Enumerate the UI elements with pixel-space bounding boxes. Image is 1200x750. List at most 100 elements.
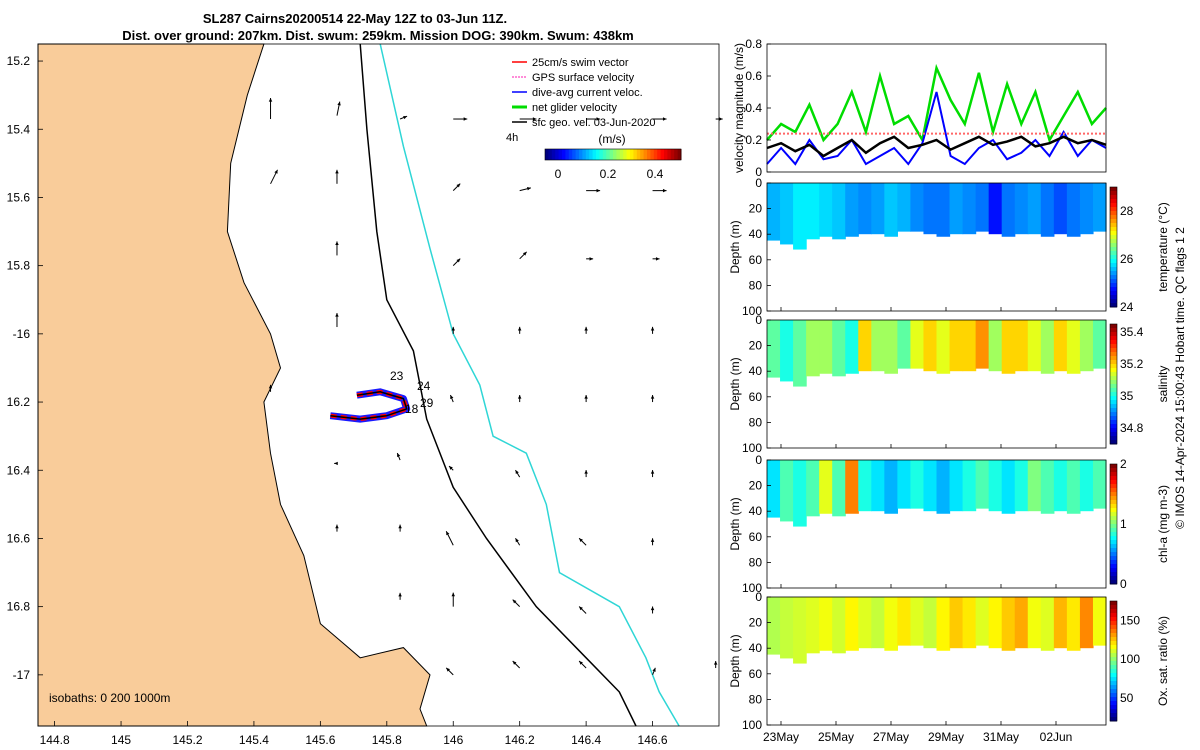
section-colorbar-frame <box>1109 186 1118 308</box>
map-y-tick-label: 15.8 <box>7 259 31 273</box>
colorbar-cell <box>677 149 682 160</box>
sfc-vector <box>268 384 273 392</box>
sfc-vector <box>650 326 655 334</box>
section-colorbar-cell <box>1110 279 1117 284</box>
section-y-tick-label: 40 <box>749 504 763 518</box>
section-colorbar-cell <box>1110 572 1117 577</box>
section-y-tick-label: 80 <box>749 555 763 569</box>
sfc-vector <box>335 313 339 328</box>
section-column <box>871 597 885 649</box>
section-column <box>1040 460 1055 514</box>
section-column <box>897 183 912 232</box>
colorbar-cell <box>572 149 577 160</box>
colorbar-cell <box>555 149 560 160</box>
section-column <box>988 183 1003 235</box>
section-y-tick-label: 80 <box>749 278 763 292</box>
colorbar-cell <box>660 149 665 160</box>
velocity-ylabel: velocity magnitude (m/s) <box>732 43 746 173</box>
section-column <box>832 320 846 377</box>
map-x-tick-label: 145 <box>111 733 131 747</box>
section-column <box>858 183 872 235</box>
section-colorbar-cell <box>1110 536 1117 541</box>
sfc-vector-head <box>596 117 601 121</box>
sfc-vector-head <box>449 466 453 470</box>
sfc-vector <box>652 117 667 121</box>
section-colorbar-cell <box>1110 440 1117 445</box>
sfc-vector-head <box>650 470 655 474</box>
colorbar-frame <box>544 148 682 161</box>
section-y-tick-label: 40 <box>749 227 763 241</box>
sfc-vector <box>335 241 339 256</box>
colorbar-cell <box>548 149 553 160</box>
section-colorbar-cell <box>1110 255 1117 260</box>
section-colorbar-cell <box>1110 412 1117 417</box>
section-colorbar-cell <box>1110 424 1117 429</box>
map-x-tick-label: 146.4 <box>571 733 601 747</box>
section-colorbar-cell <box>1110 645 1117 650</box>
colorbar-cell <box>596 149 600 160</box>
section-colorbar-cell <box>1110 488 1117 493</box>
section-column <box>793 597 807 664</box>
map-y-tick-label: -17 <box>13 668 31 682</box>
sfc-vector <box>578 660 587 669</box>
section-column <box>975 460 990 509</box>
section-column <box>1001 460 1016 514</box>
section-x-tick-label: 27May <box>873 730 909 744</box>
section-colorbar-tick: 2 <box>1120 457 1127 471</box>
section-colorbar-cell <box>1110 496 1117 501</box>
section-column <box>923 597 938 649</box>
sfc-vector <box>453 117 468 121</box>
section-column <box>988 320 1003 372</box>
sfc-vector-head <box>451 326 455 331</box>
day-label-24: 24 <box>417 379 431 393</box>
section-colorbar-cell <box>1110 480 1117 485</box>
section-column <box>1092 460 1107 509</box>
colorbar-cell <box>633 149 638 160</box>
section-colorbar-cell <box>1110 629 1117 634</box>
sfc-vector-head <box>335 524 339 529</box>
section-colorbar-cell <box>1110 605 1117 610</box>
colorbar-cell <box>585 149 590 160</box>
section-column <box>884 460 898 514</box>
velocity-y-tick-label: 0.6 <box>745 69 762 83</box>
section-colorbar-cell <box>1110 468 1117 473</box>
colorbar-cell <box>650 149 655 160</box>
sfc-vector-head <box>719 117 723 121</box>
colorbar-cell <box>657 149 662 160</box>
section-colorbar-cell <box>1110 199 1117 204</box>
section-colorbar-cell <box>1110 657 1117 662</box>
section-column <box>923 320 938 372</box>
sfc-vector <box>650 395 655 403</box>
sfc-vector-head <box>335 169 339 174</box>
section-colorbar-cell <box>1110 613 1117 618</box>
day-label-29: 29 <box>420 396 434 410</box>
section-colorbar-cell <box>1110 207 1117 212</box>
section-column <box>1027 320 1042 372</box>
section-colorbar-label: Ox. sat. ratio (%) <box>1156 616 1170 706</box>
section-colorbar-cell <box>1110 552 1117 557</box>
section-colorbar-cell <box>1110 344 1117 349</box>
velocity-y-ticks: 0 0.2 0.4 0.6 0.8 <box>745 37 771 179</box>
section-colorbar-cell <box>1110 408 1117 413</box>
section-column <box>806 460 820 517</box>
section-colorbar-cell <box>1110 681 1117 686</box>
section-colorbar-cell <box>1110 416 1117 421</box>
section-colorbar-cell <box>1110 472 1117 477</box>
section-column <box>975 320 990 369</box>
section-colorbar-cell <box>1110 508 1117 513</box>
sfc-vector-head <box>517 326 522 331</box>
colorbar-cell <box>630 149 634 160</box>
velocity-panel: 0 0.2 0.4 0.6 0.8 velocity magnitude (m/s) <box>732 37 1107 179</box>
section-colorbar-cell <box>1110 400 1117 405</box>
section-colorbar-cell <box>1110 243 1117 248</box>
section-column <box>884 183 898 237</box>
colorbar-cell <box>636 149 641 160</box>
sfc-vector-head <box>662 117 667 121</box>
map-x-tick-label: 145.8 <box>372 733 402 747</box>
section-column <box>1027 460 1042 512</box>
section-colorbar-cell <box>1110 705 1117 710</box>
qc-footnote: © IMOS 14-Apr-2024 15:00:43 Hobart time.… <box>1173 227 1187 529</box>
section-colorbar-cell <box>1110 528 1117 533</box>
sfc-vector-head <box>650 538 655 542</box>
